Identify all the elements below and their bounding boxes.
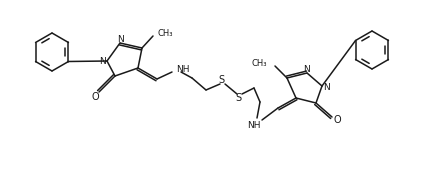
Text: S: S <box>218 75 224 85</box>
Text: NH: NH <box>176 65 190 74</box>
Text: S: S <box>235 93 241 103</box>
Text: O: O <box>333 115 341 125</box>
Text: CH₃: CH₃ <box>158 29 173 38</box>
Text: N: N <box>303 64 309 73</box>
Text: O: O <box>91 92 99 102</box>
Text: N: N <box>118 35 125 44</box>
Text: CH₃: CH₃ <box>252 58 267 67</box>
Text: N: N <box>324 83 330 92</box>
Text: NH: NH <box>247 122 261 131</box>
Text: N: N <box>99 57 105 66</box>
